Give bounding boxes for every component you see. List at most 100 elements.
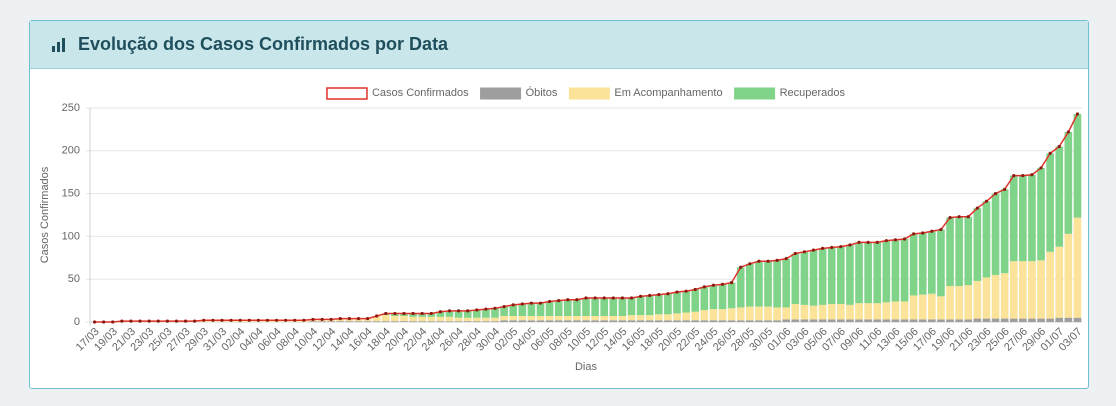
bar-segment (654, 294, 663, 315)
bar-segment (391, 321, 399, 322)
panel: Evolução dos Casos Confirmados por Data (29, 20, 1089, 389)
line-point (211, 318, 215, 322)
line-point (884, 239, 888, 243)
line-point (693, 287, 697, 292)
bar-segment (691, 320, 700, 322)
bar-segment (818, 248, 827, 305)
bar-segment (809, 250, 818, 306)
bar-segment (545, 301, 554, 317)
bar-segment (591, 316, 599, 321)
bar-segment (618, 320, 627, 322)
bar-segment (1064, 233, 1073, 318)
bar-segment (372, 316, 381, 322)
bar-segment (627, 315, 636, 321)
line-point (739, 265, 743, 269)
bar-segment (937, 319, 945, 322)
bar-segment (1073, 317, 1082, 322)
bar-segment (691, 289, 700, 312)
bar-segment (573, 299, 581, 317)
line-point (120, 319, 124, 323)
bar-segment (536, 320, 545, 322)
bar-segment (991, 274, 1000, 319)
bar-segment (855, 242, 863, 304)
bar-segment (1073, 113, 1082, 218)
line-point (183, 319, 188, 323)
bar-segment (618, 316, 627, 321)
bar-segment (554, 320, 563, 322)
legend-swatch (480, 87, 522, 100)
line-point (447, 309, 452, 313)
line-point (730, 281, 734, 285)
bar-segment (736, 320, 745, 322)
bar-segment (946, 319, 954, 322)
bar-segment (400, 316, 408, 322)
line-point (193, 319, 197, 323)
bar-segment (509, 320, 518, 322)
bar-segment (818, 319, 827, 322)
line-point (1048, 151, 1052, 155)
bar-segment (827, 319, 836, 322)
line-point (1039, 166, 1043, 170)
line-point (338, 316, 342, 321)
bar-segment (837, 319, 845, 322)
line-point (511, 303, 515, 307)
line-point (1057, 144, 1061, 149)
bar-segment (955, 319, 963, 322)
bar-segment (727, 282, 736, 309)
bar-segment (636, 296, 645, 316)
bar-segment (482, 321, 490, 322)
bar-segment (418, 316, 427, 322)
line-point (948, 215, 952, 220)
line-point (912, 232, 916, 236)
line-point (393, 311, 397, 316)
line-point (265, 318, 270, 322)
bar-segment (636, 315, 645, 321)
line-point (438, 310, 442, 314)
y-tick-label: 50 (68, 273, 80, 285)
bar-segment (518, 304, 527, 317)
bar-segment (773, 307, 781, 321)
y-tick-label: 100 (62, 230, 80, 242)
legend-label: Casos Confirmados (372, 87, 469, 99)
bar-segment (1073, 217, 1082, 318)
line-point (575, 298, 579, 302)
bar-segment (718, 320, 727, 322)
line-point (384, 311, 388, 316)
bar-segment (937, 229, 945, 297)
bar-segment (782, 258, 791, 308)
bar-segment (527, 320, 536, 322)
bar-segment (563, 299, 572, 317)
line-point (675, 290, 679, 294)
line-point (866, 240, 870, 244)
bar-segment (545, 316, 554, 321)
bar-segment (573, 316, 581, 321)
bar-segment (800, 319, 809, 322)
bar-segment (718, 309, 727, 321)
bar-segment (736, 267, 745, 308)
bar-segment (982, 201, 991, 278)
bar-segment (1055, 146, 1064, 247)
line-point (757, 259, 761, 263)
bar-segment (582, 298, 590, 317)
bar-segment (418, 321, 427, 322)
bar-segment (463, 310, 472, 318)
bar-segment (855, 319, 863, 322)
bar-segment (709, 285, 718, 310)
panel-header: Evolução dos Casos Confirmados por Data (30, 21, 1088, 69)
line-point (329, 317, 333, 322)
bar-segment (664, 314, 672, 321)
bar-segment (436, 311, 445, 317)
bar-segment (536, 303, 545, 317)
bar-segment (982, 318, 991, 322)
line-point (538, 301, 543, 305)
bar-segment (563, 316, 572, 321)
x-axis-label: Dias (575, 361, 598, 373)
bar-segment (645, 315, 654, 321)
line-point (256, 318, 260, 322)
bar-segment (645, 295, 654, 316)
bar-segment (773, 260, 781, 308)
bar-segment (427, 321, 436, 322)
bar-segment (527, 316, 536, 321)
bar-segment (491, 321, 499, 322)
